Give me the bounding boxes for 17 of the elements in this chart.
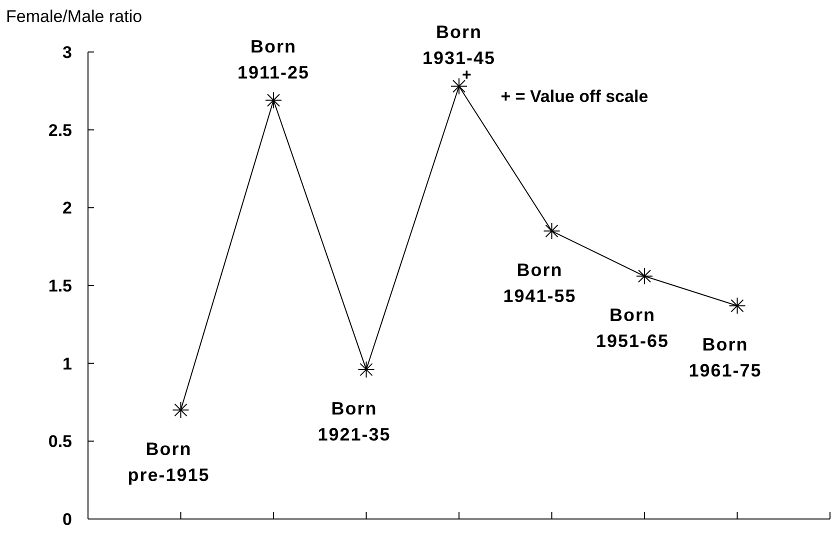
annotation: Born 1961-75 — [688, 334, 762, 381]
annotation: Born 1911-25 — [237, 36, 310, 82]
y-tick-label: 3 — [62, 42, 72, 62]
y-tick-label: 1.5 — [48, 276, 72, 296]
annotation: + = Value off scale — [500, 86, 648, 106]
annotation: Born pre-1915 — [128, 439, 210, 486]
y-tick-label: 0.5 — [48, 432, 72, 452]
annotation: Born 1951-65 — [596, 305, 670, 352]
annotation: Born 1921-35 — [318, 398, 391, 445]
y-tick-label: 2 — [62, 198, 72, 218]
y-axis-title: Female/Male ratio — [6, 7, 142, 26]
annotation: + — [462, 67, 472, 84]
annotation: Born 1931-45 — [422, 22, 496, 68]
y-tick-label: 0 — [62, 510, 72, 529]
annotation: Born 1941-55 — [503, 260, 576, 306]
y-tick-label: 2.5 — [48, 120, 72, 140]
y-tick-label: 1 — [62, 354, 72, 374]
